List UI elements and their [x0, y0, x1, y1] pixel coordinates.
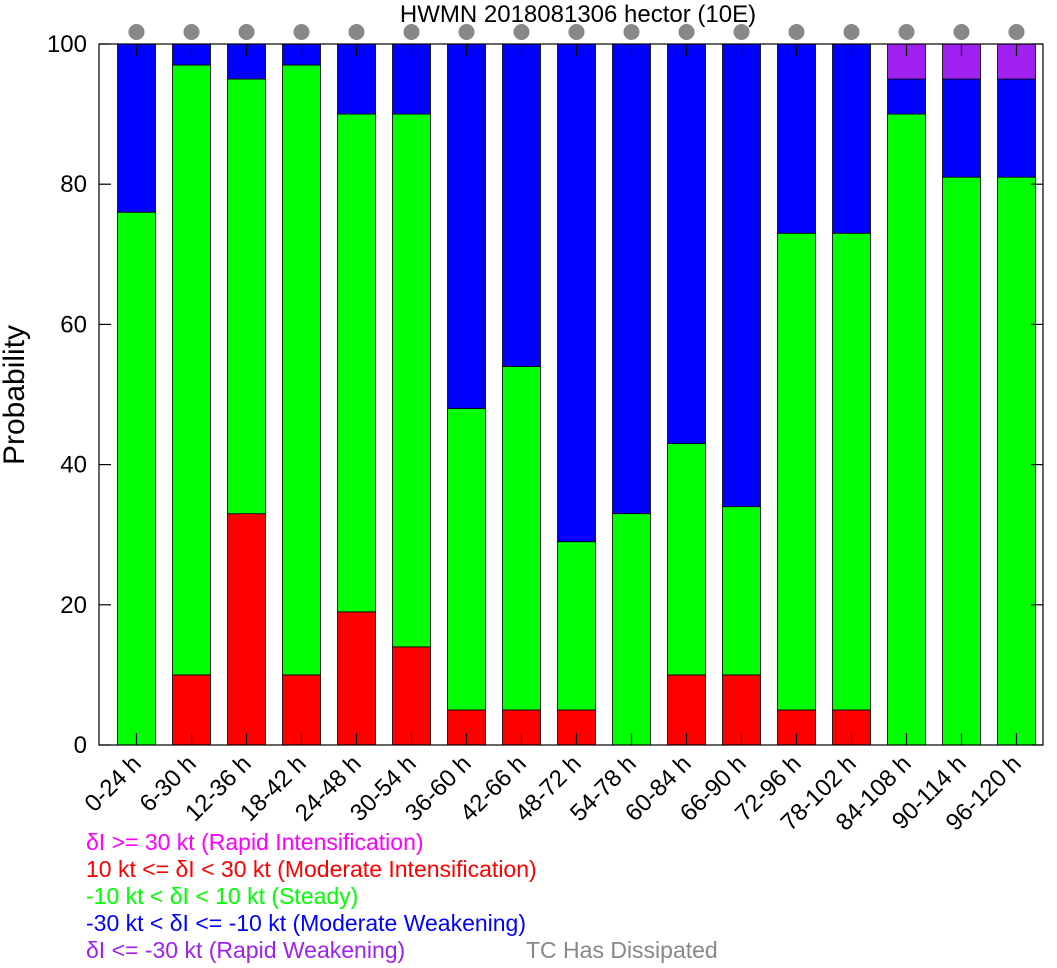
- bar-segment-3-10: [612, 513, 651, 746]
- bars-group: [117, 43, 1036, 746]
- status-marker-5: [348, 24, 365, 40]
- status-marker-3: [238, 24, 255, 40]
- bar-segment-2-5: [337, 611, 376, 746]
- bar-segment-4-7: [447, 43, 486, 409]
- status-marker-7: [458, 24, 475, 40]
- status-marker-8: [513, 24, 530, 40]
- legend-entry-dissipated: TC Has Dissipated: [526, 937, 718, 963]
- bar-segment-3-6: [392, 113, 431, 648]
- bar-segment-3-15: [887, 113, 926, 746]
- bar-segment-4-16: [942, 78, 981, 178]
- bar-segment-4-14: [832, 43, 871, 234]
- bar-segment-3-4: [282, 64, 321, 676]
- status-marker-17: [1008, 24, 1025, 40]
- legend-entry-3: -10 kt < δI < 10 kt (Steady): [86, 883, 358, 909]
- bar-segment-4-8: [502, 43, 541, 367]
- legend-entry-2: 10 kt <= δI < 30 kt (Moderate Intensific…: [86, 856, 537, 882]
- bar-segment-3-13: [777, 232, 816, 711]
- bar-segment-3-2: [172, 64, 211, 676]
- status-marker-10: [623, 24, 640, 40]
- bar-segment-3-5: [337, 113, 376, 613]
- x-tick-label-1: 0-24 h: [80, 750, 147, 817]
- y-tick-label-20: 20: [60, 592, 87, 619]
- chart-title: HWMN 2018081306 hector (10E): [400, 1, 756, 28]
- y-tick-label-80: 80: [60, 171, 87, 198]
- bar-segment-4-1: [117, 43, 156, 213]
- status-marker-1: [128, 24, 145, 40]
- bar-segment-3-14: [832, 232, 871, 711]
- legend: δI >= 30 kt (Rapid Intensification)10 kt…: [86, 829, 718, 963]
- bar-segment-3-3: [227, 78, 266, 515]
- status-marker-2: [183, 24, 200, 40]
- bar-segment-3-7: [447, 408, 486, 711]
- bar-segment-4-9: [557, 43, 596, 543]
- bar-segment-4-15: [887, 78, 926, 115]
- bar-segment-4-13: [777, 43, 816, 234]
- bar-segment-2-3: [227, 513, 266, 746]
- bar-segment-3-9: [557, 541, 596, 711]
- bar-segment-4-17: [997, 78, 1036, 178]
- legend-entry-4: -30 kt < δI <= -10 kt (Moderate Weakenin…: [86, 910, 526, 936]
- status-marker-15: [898, 24, 915, 40]
- plot-frame: [98, 43, 1044, 746]
- status-marker-12: [733, 24, 750, 40]
- bar-segment-3-8: [502, 366, 541, 711]
- status-marker-6: [403, 24, 420, 40]
- y-axis-label: Probability: [0, 325, 31, 465]
- y-tick-label-100: 100: [47, 31, 87, 58]
- legend-entry-1: δI >= 30 kt (Rapid Intensification): [86, 829, 424, 855]
- bar-segment-3-1: [117, 211, 156, 746]
- status-marker-4: [293, 24, 310, 40]
- y-tick-label-60: 60: [60, 311, 87, 338]
- y-tick-label-0: 0: [74, 732, 87, 759]
- status-marker-9: [568, 24, 585, 40]
- status-marker-11: [678, 24, 695, 40]
- y-tick-label-40: 40: [60, 452, 87, 479]
- top-markers: [128, 24, 1025, 40]
- bar-segment-4-10: [612, 43, 651, 515]
- status-marker-16: [953, 24, 970, 40]
- bar-segment-3-17: [997, 176, 1036, 746]
- status-marker-13: [788, 24, 805, 40]
- legend-entry-5: δI <= -30 kt (Rapid Weakening): [86, 937, 405, 963]
- bar-segment-3-12: [722, 506, 761, 676]
- bar-segment-3-16: [942, 176, 981, 746]
- bar-segment-2-6: [392, 646, 431, 746]
- bar-segment-3-11: [667, 443, 706, 676]
- status-marker-14: [843, 24, 860, 40]
- bar-segment-4-12: [722, 43, 761, 508]
- bar-segment-4-11: [667, 43, 706, 444]
